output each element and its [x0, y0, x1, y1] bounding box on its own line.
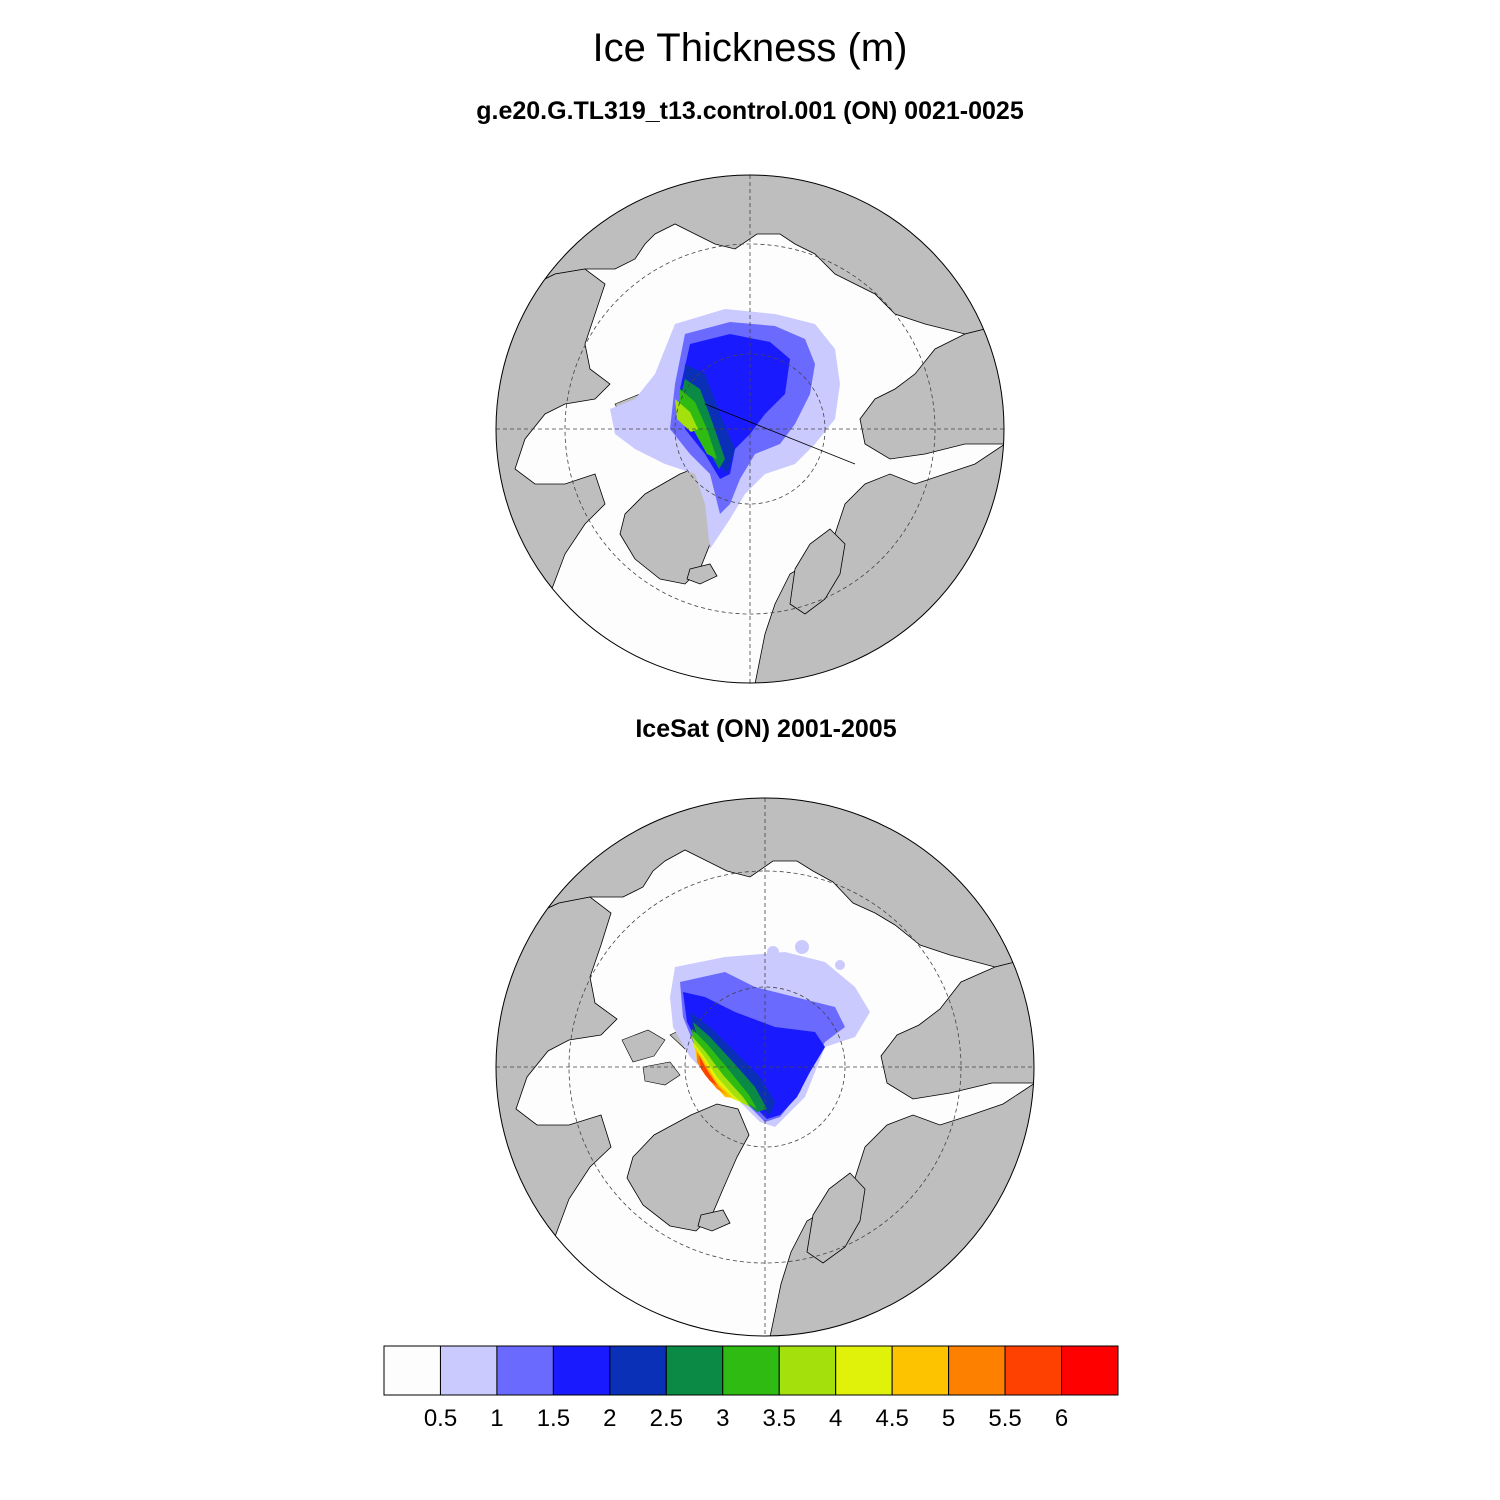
map-panel-model: [495, 174, 1005, 684]
land-scandinavia: [806, 1172, 866, 1264]
colorbar-box: [778, 1345, 837, 1396]
colorbar-box: [665, 1345, 724, 1396]
map-panel-icesat: [495, 797, 1035, 1337]
land-scandinavia: [789, 528, 846, 615]
land-siberia: [880, 956, 1034, 1100]
colorbar: [383, 1345, 1119, 1396]
graticule: [496, 175, 1004, 683]
colorbar-tick-label: 0.5: [423, 1405, 458, 1432]
colorbar-tick-label: 4.5: [875, 1405, 909, 1432]
section-line: [704, 403, 856, 465]
ice-field-icesat: [670, 940, 870, 1127]
colorbar-tick-label: 2.5: [649, 1405, 683, 1432]
colorbar-tick-label: 2: [603, 1405, 617, 1432]
ice-level-11: [699, 1055, 717, 1085]
colorbar-tick-label: 6: [1054, 1405, 1069, 1432]
colorbar-box: [552, 1345, 611, 1396]
colorbar-tick-label: 1: [490, 1405, 504, 1432]
land-iceland: [686, 563, 718, 585]
colorbar-box: [439, 1345, 498, 1396]
colorbar-tick-label: 4: [829, 1405, 843, 1432]
colorbar-box: [383, 1345, 441, 1396]
colorbar-box: [722, 1345, 780, 1396]
colorbar-box: [948, 1345, 1006, 1396]
graticule: [496, 798, 1034, 1336]
ice-level-7: [691, 1035, 750, 1107]
panel-1-title: g.e20.G.TL319_t13.control.001 (ON) 0021-…: [476, 97, 1024, 125]
ice-blobs: [767, 940, 845, 970]
colorbar-tick-label: 5: [941, 1405, 956, 1432]
colorbar-tick-label: 3: [716, 1405, 730, 1432]
colorbar-box: [1061, 1345, 1119, 1396]
land-siberia: [859, 323, 1004, 460]
land-iceland: [697, 1209, 731, 1232]
colorbar-box: [1004, 1345, 1063, 1396]
figure-title: Ice Thickness (m): [592, 26, 908, 70]
colorbar-box: [835, 1345, 893, 1396]
colorbar-tick-label: 1.5: [536, 1405, 571, 1432]
ice-level-7: [675, 399, 698, 432]
ice-level-6: [680, 389, 717, 459]
colorbar-box: [609, 1345, 667, 1396]
colorbar-tick-label: 3.5: [762, 1405, 796, 1432]
ice-level-6: [692, 1029, 757, 1109]
colorbar-box: [496, 1345, 554, 1396]
map-border: [495, 174, 1005, 684]
ice-level-3: [683, 992, 825, 1119]
panel-2-title: IceSat (ON) 2001-2005: [635, 715, 897, 743]
colorbar-box: [891, 1345, 950, 1396]
colorbar-tick-label: 5.5: [988, 1405, 1022, 1432]
map-border: [495, 797, 1035, 1337]
ice-field-model: [610, 309, 840, 549]
